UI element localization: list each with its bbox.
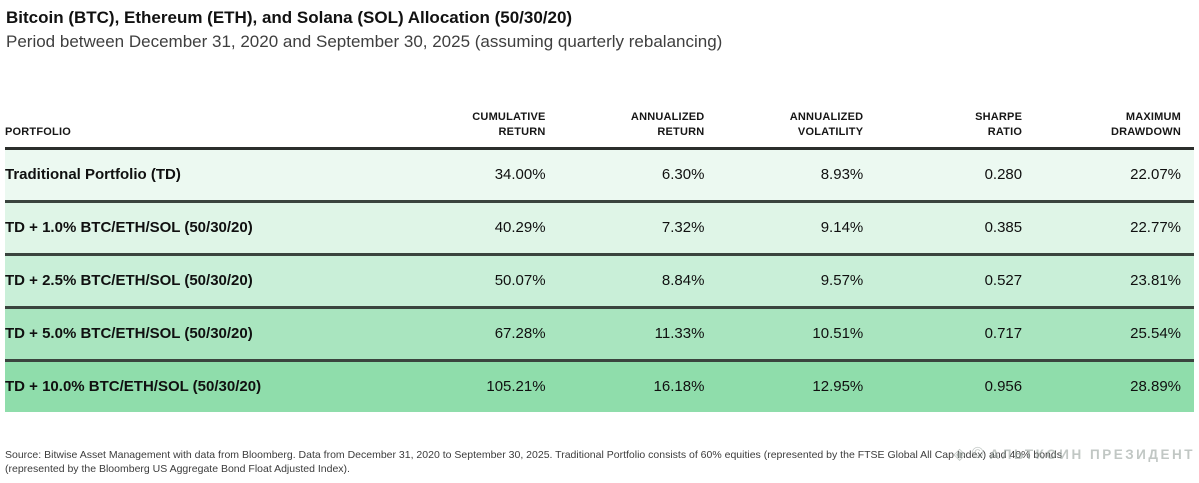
annualized-volatility-cell: 8.93% <box>717 148 877 203</box>
annualized-volatility-cell: 9.14% <box>717 201 877 256</box>
annualized-return-cell: 11.33% <box>558 307 718 362</box>
portfolio-name-cell: TD + 5.0% BTC/ETH/SOL (50/30/20) <box>5 307 400 362</box>
annualized-volatility-cell: 9.57% <box>717 254 877 309</box>
maximum-drawdown-cell: 22.07% <box>1035 148 1194 203</box>
source-footnote-line1: Source: Bitwise Asset Management with da… <box>5 449 1062 461</box>
annualized-return-cell: 6.30% <box>558 148 718 203</box>
portfolio-name-cell: TD + 1.0% BTC/ETH/SOL (50/30/20) <box>5 201 400 256</box>
column-header-annualized-volatility: ANNUALIZED VOLATILITY <box>717 110 877 150</box>
page-subtitle: Period between December 31, 2020 and Sep… <box>6 32 723 52</box>
cumulative-return-cell: 67.28% <box>399 307 559 362</box>
maximum-drawdown-cell: 25.54% <box>1035 307 1194 362</box>
maximum-drawdown-cell: 23.81% <box>1035 254 1194 309</box>
annualized-return-cell: 16.18% <box>653 378 705 396</box>
portfolio-name-cell: Traditional Portfolio (TD) <box>5 148 400 203</box>
table-row: TD + 10.0% BTC/ETH/SOL (50/30/20) 105.21%… <box>5 360 1194 412</box>
maximum-drawdown-cell: 28.89% <box>1130 378 1181 396</box>
source-footnote-line2: (represented by the Bloomberg US Aggrega… <box>5 463 350 476</box>
annualized-volatility-cell: 12.95% <box>812 378 864 396</box>
column-header-annualized-return: ANNUALIZED RETURN <box>558 110 718 150</box>
sharpe-ratio-cell: 0.527 <box>876 254 1036 309</box>
portfolio-name-cell: TD + 10.0% BTC/ETH/SOL (50/30/20) <box>5 378 262 396</box>
column-header-portfolio: PORTFOLIO <box>5 110 400 150</box>
table-row: TD + 1.0% BTC/ETH/SOL (50/30/20) 40.29% 7.… <box>5 201 1194 256</box>
sharpe-ratio-cell: 0.717 <box>876 307 1036 362</box>
page-title: Bitcoin (BTC), Ethereum (ETH), and Solan… <box>6 8 573 27</box>
maximum-drawdown-cell: 22.77% <box>1035 201 1194 256</box>
table-row: TD + 5.0% BTC/ETH/SOL (50/30/20) 67.28% 11… <box>5 307 1194 362</box>
source-footnote: Source: Bitwise Asset Management with da… <box>5 448 1194 476</box>
annualized-volatility-cell: 10.51% <box>717 307 877 362</box>
column-header-cumulative-return: CUMULATIVE RETURN <box>399 110 559 150</box>
sharpe-ratio-cell: 0.280 <box>876 148 1036 203</box>
table-row: Traditional Portfolio (TD) 34.00% 6.30% 8.9… <box>5 148 1194 203</box>
cumulative-return-cell: 34.00% <box>399 148 559 203</box>
column-header-sharpe-ratio: SHARPE RATIO <box>876 110 1036 150</box>
sharpe-ratio-cell: 0.385 <box>876 201 1036 256</box>
cumulative-return-cell: 40.29% <box>399 201 559 256</box>
cumulative-return-cell: 50.07% <box>399 254 559 309</box>
allocation-table-container: PORTFOLIO CUMULATIVE RETURN ANNUALIZED RETUR… <box>5 110 1194 412</box>
portfolio-name-cell: TD + 2.5% BTC/ETH/SOL (50/30/20) <box>5 254 400 309</box>
table-row: TD + 2.5% BTC/ETH/SOL (50/30/20) 50.07% 8.… <box>5 254 1194 309</box>
annualized-return-cell: 7.32% <box>558 201 718 256</box>
allocation-table: PORTFOLIO CUMULATIVE RETURN ANNUALIZED RETUR… <box>5 110 1194 412</box>
annualized-return-cell: 8.84% <box>558 254 718 309</box>
sharpe-ratio-cell: 0.956 <box>984 378 1023 396</box>
cumulative-return-cell: 105.21% <box>486 378 546 396</box>
table-header-row: PORTFOLIO CUMULATIVE RETURN ANNUALIZED RETUR… <box>5 110 1194 150</box>
column-header-maximum-drawdown: MAXIMUM DRAWDOWN <box>1035 110 1194 150</box>
